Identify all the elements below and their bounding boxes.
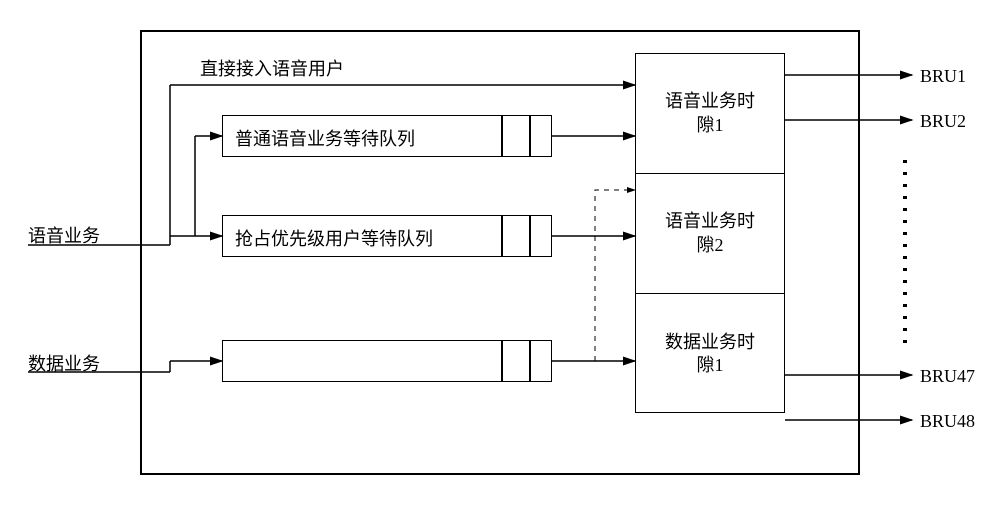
output-bru48: BRU48	[920, 411, 975, 432]
slot-voice-1-label: 语音业务时隙1	[665, 90, 755, 137]
slot-voice-1: 语音业务时隙1	[636, 54, 784, 174]
output-bru1: BRU1	[920, 66, 966, 87]
slot-data-1: 数据业务时隙1	[636, 294, 784, 414]
input-data-label: 数据业务	[28, 350, 100, 376]
queue2-cell-a	[502, 215, 530, 257]
queue-data	[222, 340, 502, 382]
queue1-cell-a	[502, 115, 530, 157]
direct-access-label: 直接接入语音用户	[200, 55, 344, 81]
slot-data-1-label: 数据业务时隙1	[665, 331, 755, 378]
input-voice-label: 语音业务	[28, 222, 100, 248]
output-bru47: BRU47	[920, 366, 975, 387]
queue-preempt-priority-label: 抢占优先级用户等待队列	[235, 225, 433, 251]
queue1-cell-b	[530, 115, 552, 157]
slot-voice-2-label: 语音业务时隙2	[665, 210, 755, 257]
queue-normal-voice: 普通语音业务等待队列	[222, 115, 502, 157]
slot-voice-2: 语音业务时隙2	[636, 174, 784, 294]
queue-preempt-priority: 抢占优先级用户等待队列	[222, 215, 502, 257]
output-bru2: BRU2	[920, 111, 966, 132]
queue3-cell-b	[530, 340, 552, 382]
timeslot-group: 语音业务时隙1 语音业务时隙2 数据业务时隙1	[635, 53, 785, 413]
queue2-cell-b	[530, 215, 552, 257]
queue3-cell-a	[502, 340, 530, 382]
queue-normal-voice-label: 普通语音业务等待队列	[235, 125, 415, 151]
